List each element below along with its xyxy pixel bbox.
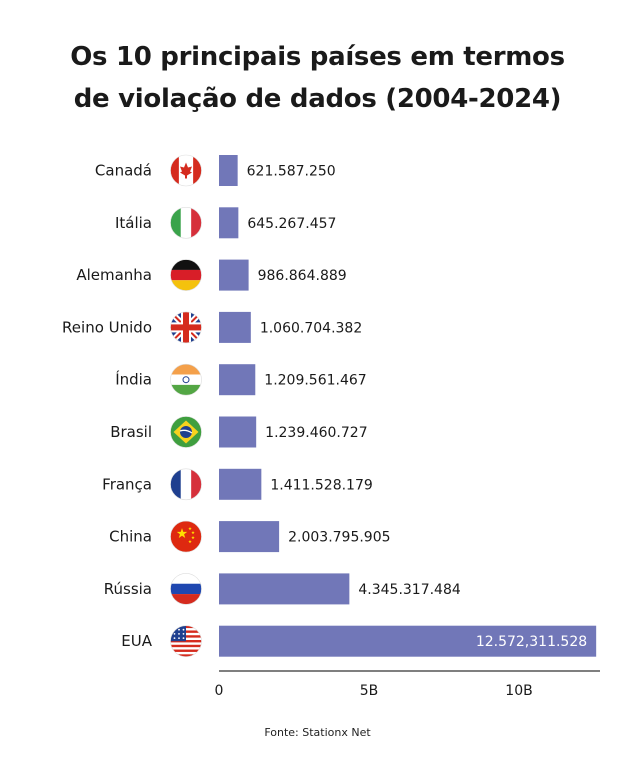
chart-title: Os 10 principais países em termos de vio… xyxy=(0,36,635,120)
bar xyxy=(219,364,256,396)
germany-flag-icon xyxy=(170,259,202,291)
bar xyxy=(219,573,350,605)
bar-row: Brasil 1.239.460.727 xyxy=(110,416,368,448)
value-label: 4.345.317.484 xyxy=(358,582,461,598)
bar xyxy=(219,311,251,343)
value-label: 1.209.561.467 xyxy=(264,373,366,389)
x-tick-label: 10B xyxy=(505,683,532,699)
category-label: Itália xyxy=(115,214,152,232)
category-label: Alemanha xyxy=(76,266,152,284)
source-note: Fonte: Stationx Net xyxy=(264,726,371,739)
x-tick-label: 0 xyxy=(215,683,224,699)
france-flag-icon xyxy=(170,468,202,501)
bar-row: Alemanha 986.864.889 xyxy=(76,259,347,291)
bar-row: Itália 645.267.457 xyxy=(115,207,336,239)
bar-row: Reino Unido 1.060.704.382 xyxy=(62,311,362,344)
category-label: Rússia xyxy=(104,580,152,598)
bar xyxy=(219,207,239,239)
value-label: 1.239.460.727 xyxy=(265,425,367,441)
chart-title-line-2: de violação de dados (2004-2024) xyxy=(73,84,562,114)
value-label: 2.003.795.905 xyxy=(288,530,390,546)
bar xyxy=(219,155,238,186)
category-label: França xyxy=(102,475,152,493)
bar xyxy=(219,259,249,291)
bar-row: EUA 12.572,311.528 xyxy=(121,625,597,658)
value-label: 621.587.250 xyxy=(247,164,336,180)
bar-row: Canadá 621.587.250 xyxy=(95,154,336,187)
india-flag-icon xyxy=(170,363,202,396)
brazil-flag-icon xyxy=(170,416,202,448)
bar-row: Rússia 4.345.317.484 xyxy=(104,573,461,605)
value-label: 645.267.457 xyxy=(247,216,336,232)
bar-row: China 2.003.795.905 xyxy=(109,520,391,553)
category-label: Canadá xyxy=(95,162,152,180)
chart-title-line-1: Os 10 principais países em termos xyxy=(70,42,565,72)
value-label: 986.864.889 xyxy=(258,268,347,284)
usa-flag-icon xyxy=(170,625,202,658)
category-label: Reino Unido xyxy=(62,318,152,336)
bar xyxy=(219,521,280,553)
category-label: EUA xyxy=(121,632,152,650)
value-label: 1.060.704.382 xyxy=(260,320,362,336)
x-tick-label: 5B xyxy=(360,683,379,699)
bar-row: França 1.411.528.179 xyxy=(102,468,373,501)
category-label: Índia xyxy=(115,370,152,389)
bar-row: Índia 1.209.561.467 xyxy=(115,363,367,396)
category-label: Brasil xyxy=(110,423,152,441)
uk-flag-icon xyxy=(170,311,202,344)
bar xyxy=(219,416,257,448)
china-flag-icon xyxy=(170,520,202,553)
bar xyxy=(219,468,262,500)
canada-flag-icon xyxy=(170,154,202,187)
bar xyxy=(219,625,597,657)
italy-flag-icon xyxy=(170,207,202,239)
value-label: 1.411.528.179 xyxy=(270,477,372,493)
category-label: China xyxy=(109,528,152,546)
value-label: 12.572,311.528 xyxy=(476,634,587,650)
russia-flag-icon xyxy=(170,573,202,605)
